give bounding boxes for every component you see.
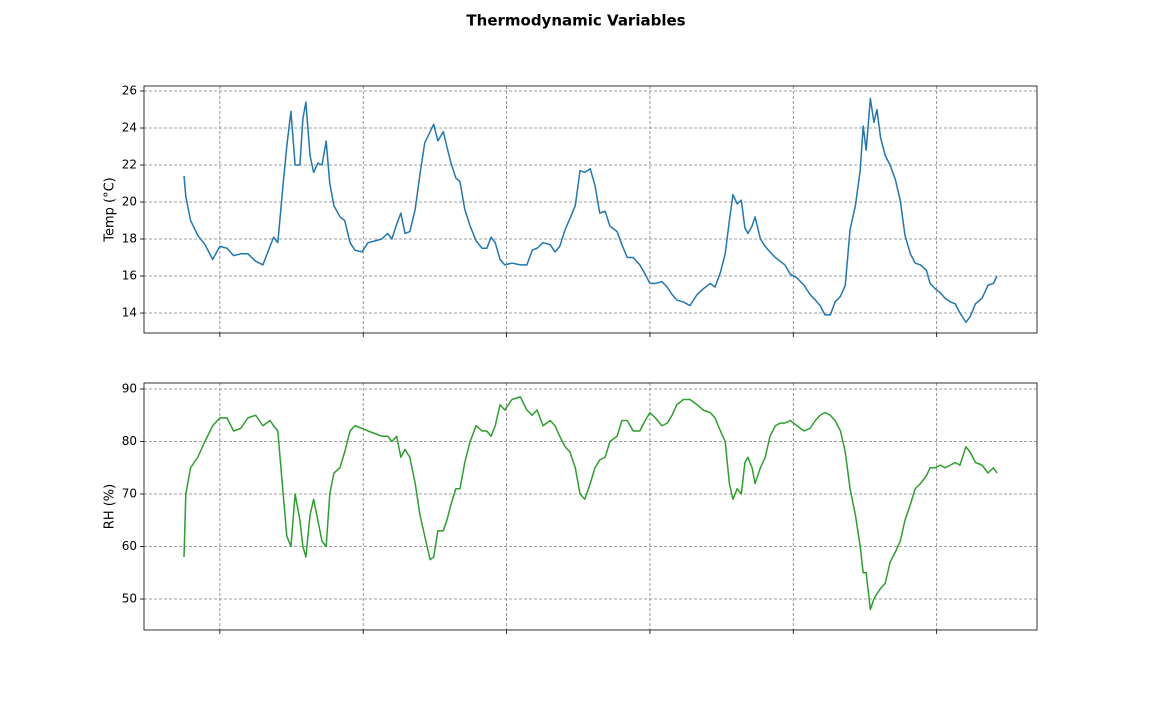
y-tick-label: 14 <box>122 306 137 320</box>
y-tick-label: 26 <box>122 83 137 97</box>
y-tick-label: 24 <box>122 120 137 134</box>
data-line <box>183 396 998 611</box>
y-axis-label: RH (%) <box>103 484 118 529</box>
y-tick-label: 80 <box>122 434 137 448</box>
y-tick-label: 20 <box>122 195 137 209</box>
y-tick-label: 70 <box>122 487 137 501</box>
axes-frame <box>143 85 1038 334</box>
y-tick-label: 60 <box>122 539 137 553</box>
y-tick-label: 16 <box>122 269 137 283</box>
y-axis-label: Temp (°C) <box>103 177 118 243</box>
y-tick-label: 50 <box>122 592 137 606</box>
y-tick-label: 90 <box>122 381 137 395</box>
y-tick-label: 18 <box>122 232 137 246</box>
y-tick-label: 22 <box>122 158 137 172</box>
axes-frame <box>143 382 1038 631</box>
data-line <box>183 97 998 324</box>
figure-title: Thermodynamic Variables <box>466 12 685 30</box>
